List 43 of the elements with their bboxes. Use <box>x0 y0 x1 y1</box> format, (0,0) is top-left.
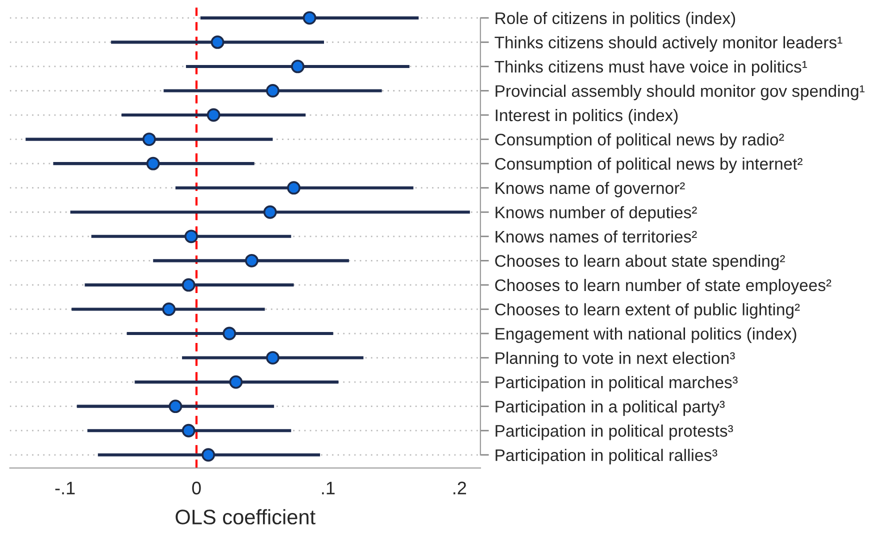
x-tick-label: -.1 <box>55 482 75 494</box>
y-tick-label: Engagement with national politics (index) <box>496 327 796 344</box>
x-tick-label: .2 <box>454 482 466 494</box>
point <box>302 11 316 25</box>
y-tick-label: Interest in politics (index) <box>496 108 678 125</box>
y-tick-label: Thinks citizens must have voice in politics¹ <box>494 60 808 76</box>
point <box>202 448 216 462</box>
point <box>263 205 277 219</box>
x-tick-label: 0 <box>192 482 201 494</box>
point <box>162 302 176 316</box>
point <box>210 35 224 49</box>
point <box>184 230 198 244</box>
y-tick-label: Provincial assembly should monitor gov spending¹ <box>496 84 865 100</box>
point <box>290 60 304 74</box>
y-tick-label: Consumption of political news by internet² <box>495 158 802 174</box>
point <box>229 375 243 389</box>
y-tick-label: Participation in political protests³ <box>496 424 733 440</box>
y-tick-label: Chooses to learn number of state employees² <box>495 278 832 294</box>
y-tick-label: Consumption of political news by radio² <box>495 133 784 149</box>
y-tick-label: Knows number of deputies² <box>496 206 697 222</box>
x-tick-label: .1 <box>322 482 335 494</box>
y-tick-label: Knows names of territories² <box>496 230 697 243</box>
point <box>244 254 258 268</box>
point <box>222 326 236 340</box>
y-tick-label: Planning to vote in next election³ <box>496 352 735 368</box>
point <box>182 278 196 292</box>
y-tick-label: Participation in political marches³ <box>496 376 738 392</box>
y-tick-label: Role of citizens in politics (index) <box>496 12 736 28</box>
point <box>182 424 196 438</box>
y-tick-label: Thinks citizens should actively monitor leaders¹ <box>494 36 842 52</box>
point <box>168 400 182 414</box>
y-tick-label: Knows name of governor² <box>496 182 685 198</box>
y-tick-label: Participation in political rallies³ <box>496 448 718 464</box>
point <box>266 351 280 364</box>
y-tick-label: Chooses to learn extent of public lighting² <box>495 303 800 319</box>
point <box>266 84 280 98</box>
y-tick-label: Chooses to learn about state spending² <box>495 254 785 270</box>
point <box>142 132 156 146</box>
point <box>206 108 220 122</box>
point <box>146 156 160 170</box>
point <box>287 181 300 195</box>
x-axis-title: OLS coefficient <box>176 509 316 524</box>
y-tick-label: Participation in a political party³ <box>496 400 725 416</box>
